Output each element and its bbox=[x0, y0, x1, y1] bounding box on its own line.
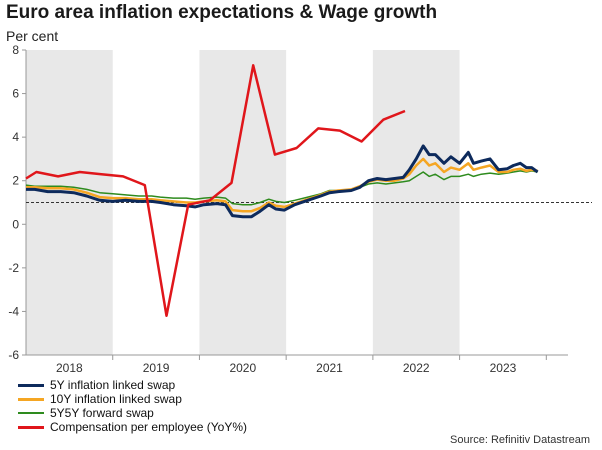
legend-item-5y5y: 5Y5Y forward swap bbox=[18, 406, 247, 420]
chart-legend: 5Y inflation linked swap 10Y inflation l… bbox=[18, 378, 247, 434]
x-tick-label-2019: 2019 bbox=[143, 361, 170, 375]
legend-swatch-5y5y bbox=[18, 412, 44, 414]
x-tick-label-2021: 2021 bbox=[316, 361, 343, 375]
x-tick-label-2023: 2023 bbox=[490, 361, 517, 375]
legend-swatch-compensation bbox=[18, 425, 44, 429]
series-line-0 bbox=[26, 144, 539, 219]
chart-source: Source: Refinitiv Datastream bbox=[450, 434, 590, 446]
y-tick-label-2: 2 bbox=[12, 174, 19, 188]
series-line-3 bbox=[25, 64, 406, 318]
legend-swatch-5y bbox=[18, 383, 44, 387]
y-tick-label-8: 8 bbox=[12, 43, 19, 57]
y-tick-label-6: 6 bbox=[12, 87, 19, 101]
chart-subtitle: Per cent bbox=[6, 28, 59, 44]
x-tick-label-2022: 2022 bbox=[403, 361, 430, 375]
x-tick-label-2020: 2020 bbox=[229, 361, 256, 375]
y-tick-label--6: -6 bbox=[8, 348, 19, 362]
legend-item-5y: 5Y inflation linked swap bbox=[18, 378, 247, 392]
legend-item-compensation: Compensation per employee (YoY%) bbox=[18, 420, 247, 434]
legend-item-10y: 10Y inflation linked swap bbox=[18, 392, 247, 406]
y-tick-label-4: 4 bbox=[12, 130, 19, 144]
chart-title: Euro area inflation expectations & Wage … bbox=[6, 2, 438, 23]
legend-swatch-10y bbox=[18, 397, 44, 401]
x-tick-label-2018: 2018 bbox=[56, 361, 83, 375]
legend-label-5y5y: 5Y5Y forward swap bbox=[50, 406, 154, 420]
legend-label-10y: 10Y inflation linked swap bbox=[50, 392, 182, 406]
shaded-band-0 bbox=[26, 50, 113, 355]
legend-label-5y: 5Y inflation linked swap bbox=[50, 378, 176, 392]
y-tick-label-0: 0 bbox=[12, 217, 19, 231]
y-tick-label--2: -2 bbox=[8, 261, 19, 275]
y-tick-label--4: -4 bbox=[8, 304, 19, 318]
legend-label-compensation: Compensation per employee (YoY%) bbox=[50, 420, 247, 434]
